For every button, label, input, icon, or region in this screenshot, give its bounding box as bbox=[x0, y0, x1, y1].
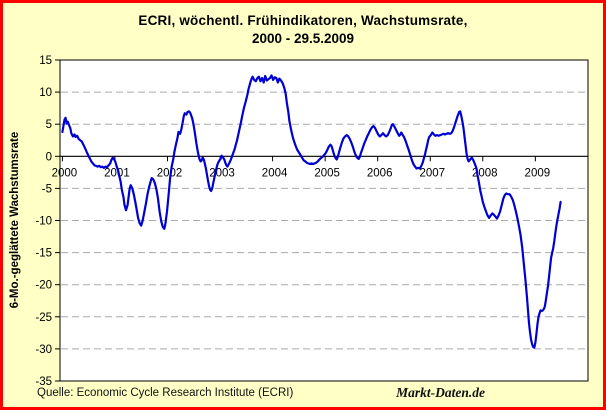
x-axis-tick-label: 2000 bbox=[52, 167, 78, 179]
x-axis-tick-label: 2009 bbox=[525, 167, 551, 179]
y-axis-tick-label: -20 bbox=[35, 280, 52, 292]
x-axis-tick-label: 2005 bbox=[314, 167, 340, 179]
x-axis-tick-label: 2001 bbox=[104, 167, 130, 179]
x-axis-tick-label: 2002 bbox=[157, 167, 183, 179]
y-axis-tick-label: -15 bbox=[35, 248, 52, 260]
plot-area bbox=[59, 59, 589, 382]
x-axis-tick-label: 2004 bbox=[262, 167, 288, 179]
y-axis-tick-label: -10 bbox=[35, 216, 52, 228]
x-axis-tick-label: 2007 bbox=[419, 167, 445, 179]
y-axis-tick-label: -5 bbox=[42, 183, 52, 195]
x-axis-tick-label: 2006 bbox=[367, 167, 393, 179]
wli-growth-line bbox=[61, 74, 562, 349]
y-axis-tick-label: 0 bbox=[46, 151, 52, 163]
y-axis-tick-label: 5 bbox=[46, 119, 52, 131]
chart-title-line2: 2000 - 29.5.2009 bbox=[251, 31, 355, 46]
chart-title-line1: ECRI, wöchentl. Frühindikatoren, Wachstu… bbox=[138, 13, 468, 28]
source-note: Quelle: Economic Cycle Research Institut… bbox=[37, 387, 294, 399]
y-axis-tick-label: -35 bbox=[35, 376, 52, 388]
y-axis-tick-label: 15 bbox=[39, 55, 52, 67]
y-axis-tick-label: 10 bbox=[39, 87, 52, 99]
y-axis-tick-label: -25 bbox=[35, 312, 52, 324]
y-axis-tick-label: -30 bbox=[35, 344, 52, 356]
branding-markt-daten: Markt-Daten.de bbox=[396, 385, 485, 400]
line-chart-plot: 15 10 5 0 -5 -10 -15 -20 -25 -30 -35 2000 2001 2002 20… bbox=[35, 55, 589, 388]
x-axis-tick-label: 2003 bbox=[209, 167, 235, 179]
